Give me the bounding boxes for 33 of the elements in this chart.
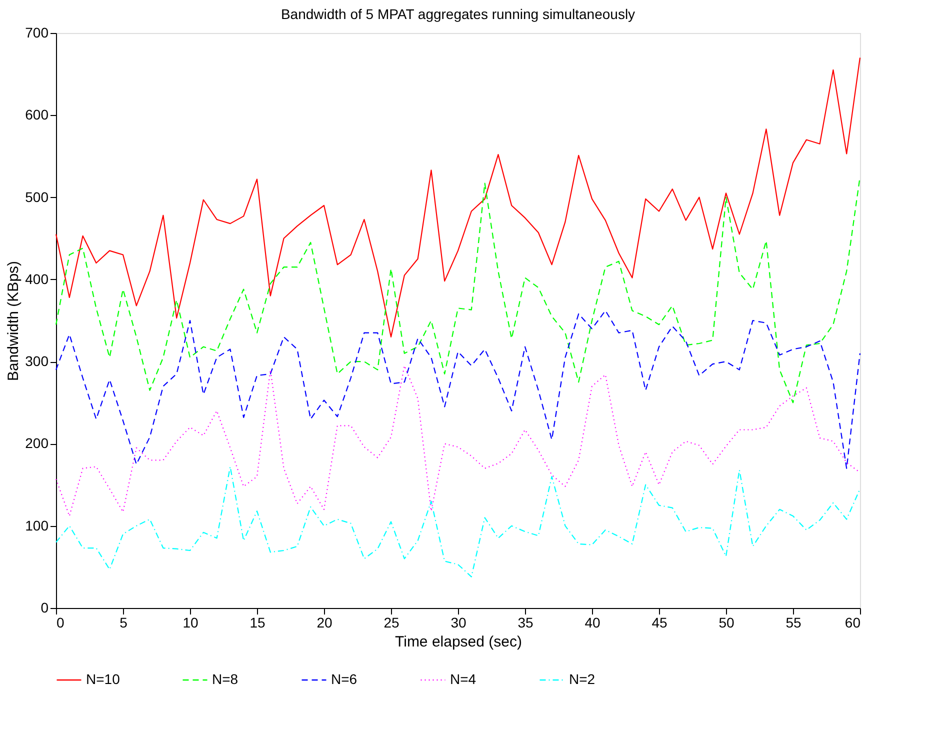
y-tick-label: 600 bbox=[25, 106, 49, 123]
y-tick-label: 700 bbox=[25, 24, 49, 40]
x-tick-label: 20 bbox=[316, 614, 332, 630]
x-tick-label: 25 bbox=[384, 614, 400, 630]
x-tick-label: 50 bbox=[718, 614, 734, 630]
line-series bbox=[55, 57, 861, 338]
legend-label: N=2 bbox=[569, 671, 596, 687]
x-tick-label: 10 bbox=[182, 614, 198, 630]
x-axis-title: Time elapsed (sec) bbox=[395, 634, 522, 650]
legend-label: N=4 bbox=[450, 671, 476, 687]
chart-title: Bandwidth of 5 MPAT aggregates running simultaneously bbox=[280, 6, 636, 22]
legend-label: N=8 bbox=[212, 671, 238, 687]
y-tick-label: 400 bbox=[25, 270, 49, 287]
y-tick-label: 500 bbox=[25, 188, 49, 205]
y-tick-label: 300 bbox=[25, 353, 49, 370]
line-series bbox=[55, 466, 861, 578]
x-tick-label: 30 bbox=[450, 614, 466, 630]
x-tick-label: 55 bbox=[786, 614, 802, 630]
y-tick-label: 200 bbox=[25, 435, 49, 452]
x-tick-label: 0 bbox=[56, 614, 64, 630]
legend-label: N=10 bbox=[86, 671, 120, 687]
x-tick-label: 5 bbox=[120, 614, 128, 630]
y-tick-label: 0 bbox=[40, 600, 49, 616]
x-tick-label: 35 bbox=[518, 614, 534, 630]
line-series bbox=[55, 310, 861, 469]
y-tick-label: 100 bbox=[25, 517, 49, 534]
x-tick-label: 60 bbox=[844, 614, 861, 630]
y-axis-title: Bandwidth (KBps) bbox=[5, 260, 22, 382]
x-tick-label: 45 bbox=[652, 614, 668, 630]
x-tick-label: 40 bbox=[584, 614, 600, 630]
line-series bbox=[55, 365, 861, 517]
x-tick-label: 15 bbox=[250, 614, 266, 630]
legend-label: N=6 bbox=[331, 671, 358, 687]
